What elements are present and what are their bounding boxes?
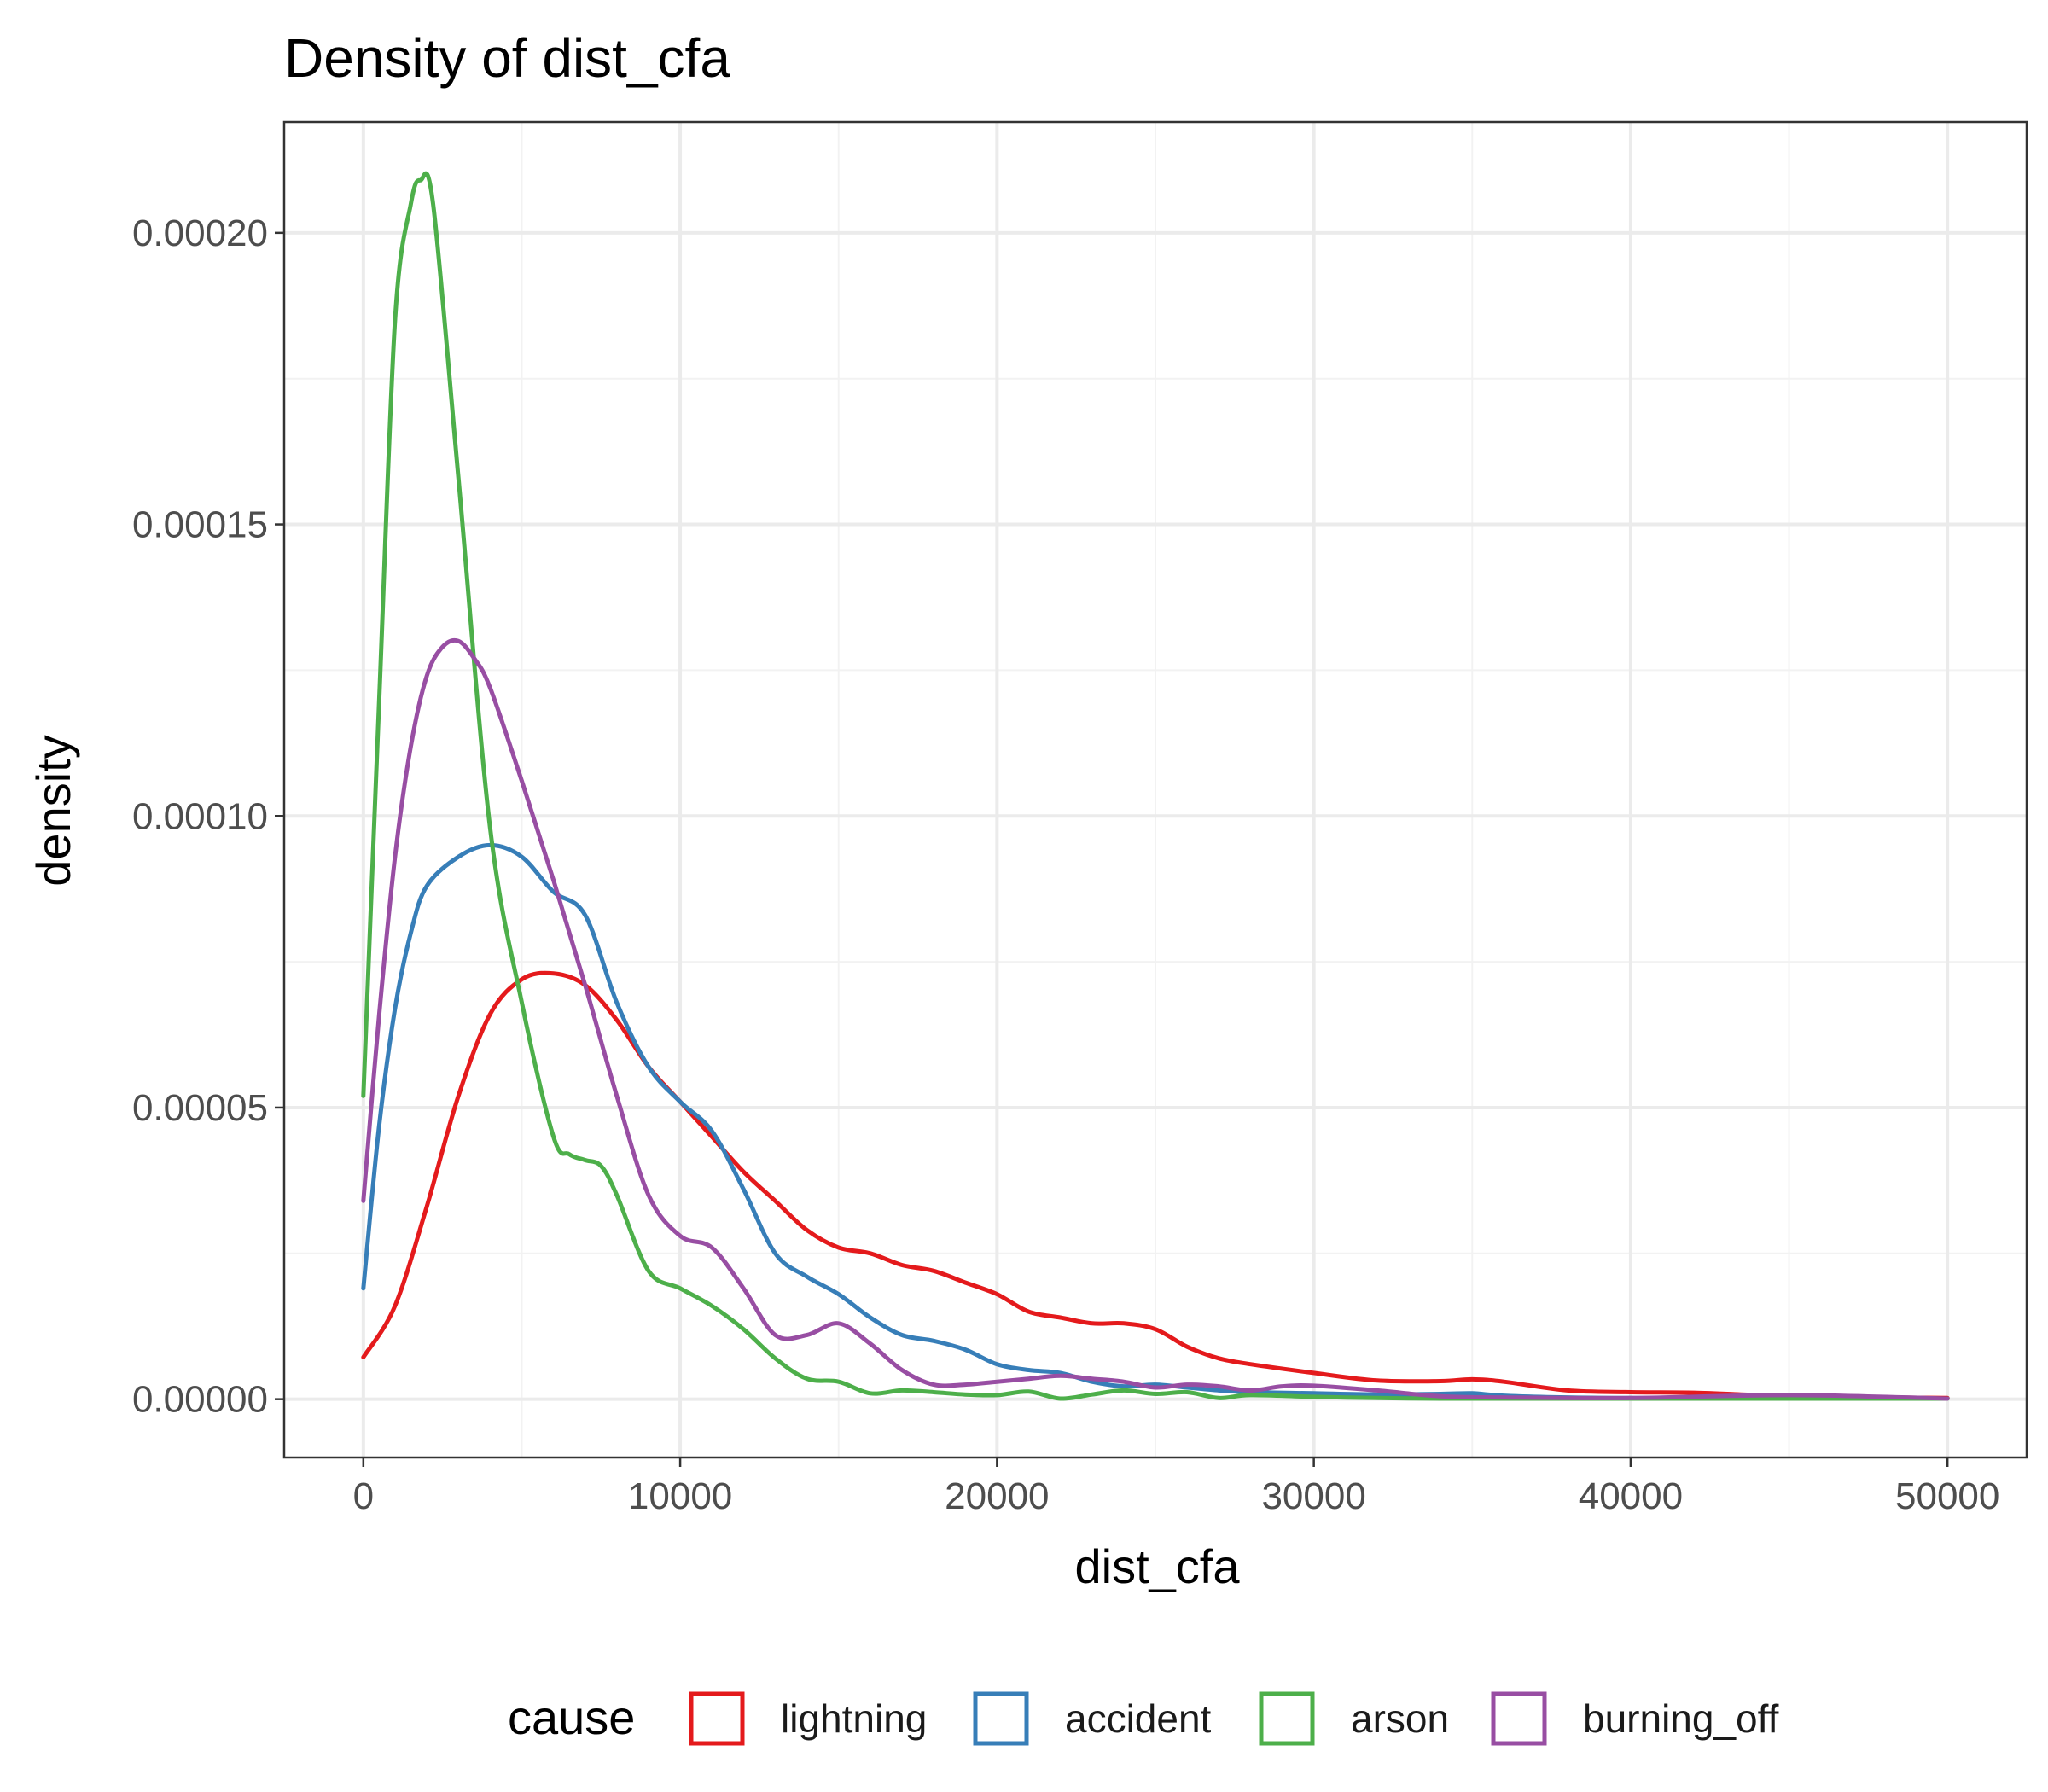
legend-label-arson: arson (1351, 1696, 1449, 1741)
y-tick-label: 0.00015 (132, 504, 268, 546)
legend-item-lightning: lightning (689, 1691, 927, 1746)
x-axis-title: dist_cfa (1075, 1539, 1241, 1593)
x-tick-label: 50000 (1895, 1475, 1999, 1517)
legend-title: cause (508, 1690, 635, 1744)
y-tick-label: 0.00020 (132, 212, 268, 254)
series-line-arson (361, 171, 1950, 1401)
y-tick-label: 0.00005 (132, 1087, 268, 1129)
legend-items: lightning accident arson burning_off (689, 1691, 1779, 1746)
x-tick-label: 30000 (1261, 1475, 1365, 1517)
x-tick-label: 20000 (945, 1475, 1049, 1517)
legend-key-lightning (689, 1691, 745, 1746)
plot-area (282, 120, 2028, 1459)
chart-title: Density of dist_cfa (284, 27, 730, 89)
y-tick-label: 0.00000 (132, 1379, 268, 1421)
x-tick-label: 40000 (1579, 1475, 1683, 1517)
y-axis: 0.00000 0.00005 0.00010 0.00015 0.00020 (132, 212, 284, 1421)
legend-label-burning_off: burning_off (1583, 1696, 1779, 1741)
legend-label-accident: accident (1065, 1696, 1212, 1741)
x-tick-label: 0 (353, 1475, 374, 1517)
legend: cause lightning accident arson burning_off (508, 1690, 1779, 1746)
series-line-lightning (361, 970, 1950, 1400)
legend-label-lightning: lightning (781, 1696, 927, 1741)
series-line-burning_off (361, 637, 1950, 1401)
series-lines (361, 171, 1950, 1401)
y-axis-title: density (26, 735, 80, 886)
legend-key-arson (1259, 1691, 1315, 1746)
y-tick-label: 0.00010 (132, 795, 268, 837)
legend-item-accident: accident (973, 1691, 1212, 1746)
x-tick-label: 10000 (628, 1475, 732, 1517)
x-axis: 0 10000 20000 30000 40000 50000 (353, 1457, 1999, 1517)
minor-gridlines (284, 122, 2027, 1457)
legend-item-burning_off: burning_off (1491, 1691, 1779, 1746)
legend-key-accident (973, 1691, 1029, 1746)
panel-border (282, 120, 2028, 1459)
series-line-accident (361, 842, 1950, 1401)
legend-item-arson: arson (1259, 1691, 1449, 1746)
legend-key-burning_off (1491, 1691, 1547, 1746)
